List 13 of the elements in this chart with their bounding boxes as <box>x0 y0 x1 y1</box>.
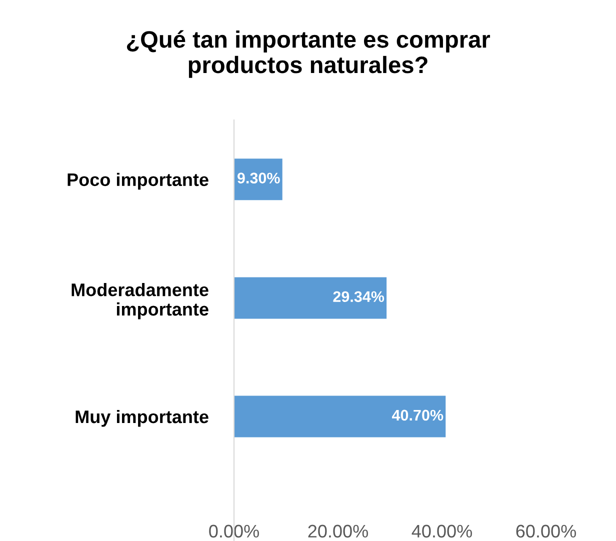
x-tick-label: 20.00% <box>308 524 368 538</box>
bar <box>234 396 446 438</box>
data-label: 40.70% <box>392 410 444 421</box>
x-tick-label: 60.00% <box>516 524 576 538</box>
y-tick-label: Muy importante <box>76 410 208 427</box>
y-tick-label: Poco importante <box>68 172 208 190</box>
data-label: 29.34% <box>333 291 384 302</box>
y-tick-label: Moderadamente importante <box>72 282 208 320</box>
x-tick-label: 0.00% <box>209 524 259 538</box>
bar <box>234 277 387 319</box>
data-label: 9.30% <box>237 172 280 184</box>
chart-title: ¿Qué tan importante es comprar productos naturales? <box>126 30 490 78</box>
x-tick-label: 40.00% <box>412 524 472 538</box>
